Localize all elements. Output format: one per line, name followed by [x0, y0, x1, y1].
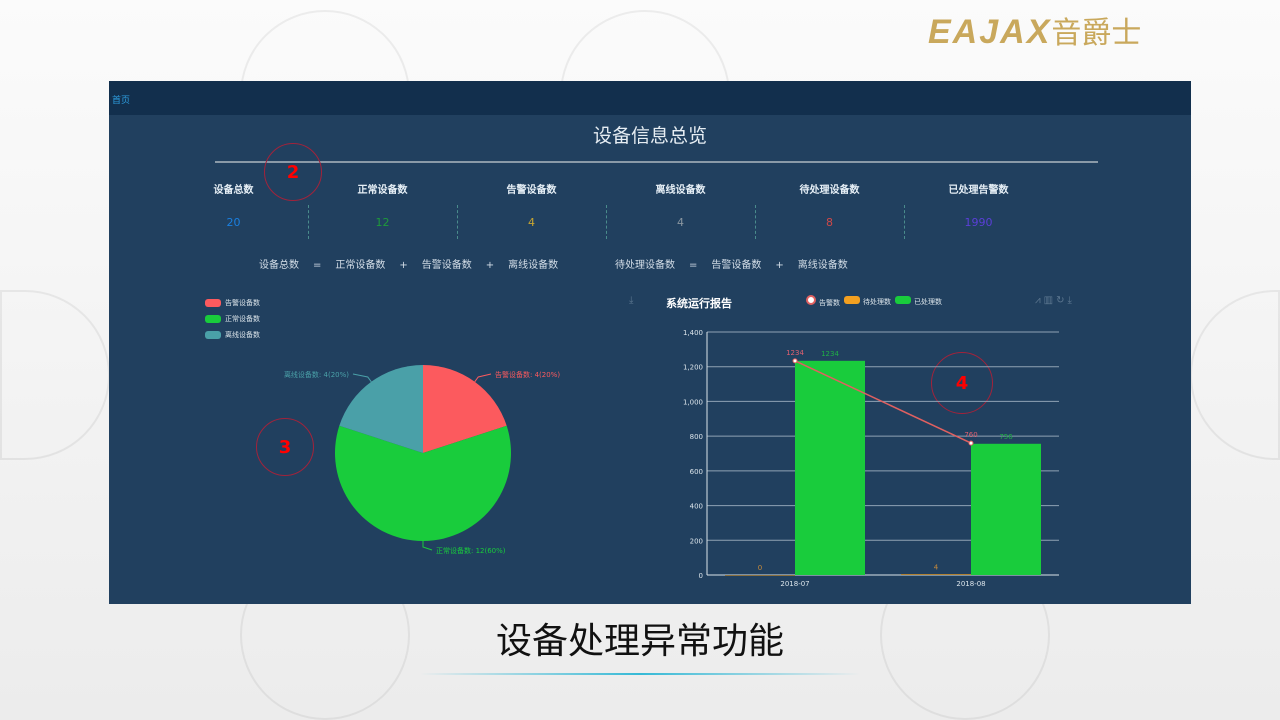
bar-data-label: 756: [999, 433, 1013, 441]
download-icon[interactable]: ⤓: [629, 295, 634, 306]
bar-processed: [795, 360, 865, 575]
formula-term: 告警设备数: [421, 260, 472, 271]
caption-underline: [420, 673, 860, 675]
chart-title: 系统运行报告: [666, 297, 732, 310]
annotation-marker-4: 4: [931, 352, 993, 414]
bar-pending: [725, 575, 795, 576]
formula-term: 待处理设备数: [615, 260, 675, 271]
line-chart-icon[interactable]: ⩘: [1035, 295, 1044, 306]
legend-item[interactable]: 已处理数: [895, 296, 942, 307]
bar-data-label: 1234: [821, 350, 839, 358]
charts-canvas: 告警设备数: 4(20%) 正常设备数: 12(60%) 离线设备数: 4(20%)…: [284, 329, 1059, 588]
line-data-label: 760: [964, 431, 977, 439]
chart-toolbox: ⩘▥↻⤓: [1035, 295, 1075, 306]
dashboard-screenshot: 首页 设备信息总览 设备总数 20 正常设备数 12 告警设备数 4 离线设备数 4 待处理设备…: [109, 81, 1191, 604]
watermark-circle: [1190, 290, 1280, 460]
stat-label: 设备总数: [213, 185, 254, 196]
formula-term: 离线设备数: [797, 260, 848, 271]
pie-label: 正常设备数: 12(60%): [436, 546, 506, 555]
stat-separator: [606, 205, 607, 239]
breadcrumb-home[interactable]: 首页: [112, 96, 131, 106]
formula-term: 正常设备数: [335, 260, 386, 271]
stat-card: 离线设备数 4: [606, 181, 755, 229]
legend-item[interactable]: 告警数: [806, 295, 840, 308]
formula-term: +: [399, 260, 408, 271]
formula-total: 设备总数 = 正常设备数 + 告警设备数 + 离线设备数: [259, 256, 572, 271]
x-tick-label: 2018-07: [780, 580, 809, 588]
download-icon[interactable]: ⤓: [1067, 295, 1075, 306]
stat-value: 20: [226, 216, 241, 229]
bar-data-label: 4: [934, 563, 939, 571]
pie-legend: 告警设备数 正常设备数 离线设备数: [205, 295, 260, 343]
formula-pending: 待处理设备数 = 告警设备数 + 离线设备数: [615, 256, 862, 271]
y-tick-label: 1,400: [683, 329, 703, 337]
line-data-label: 1234: [786, 349, 804, 357]
y-tick-label: 600: [690, 468, 703, 476]
pie-label: 离线设备数: 4(20%): [284, 370, 349, 379]
bar-pending: [901, 574, 971, 575]
stat-value: 4: [677, 216, 684, 229]
brand-logo: EAJAX音爵士: [928, 13, 1142, 51]
bar-data-label: 0: [758, 564, 762, 572]
stat-card: 已处理告警数 1990: [904, 181, 1053, 229]
formula-term: 告警设备数: [711, 260, 762, 271]
pie-label: 告警设备数: 4(20%): [495, 370, 560, 379]
stat-value: 8: [826, 216, 833, 229]
top-nav-bar: 首页: [109, 81, 1191, 115]
stat-label: 正常设备数: [357, 185, 408, 196]
formula-term: +: [485, 260, 495, 271]
y-tick-label: 0: [699, 572, 703, 580]
x-tick-label: 2018-08: [956, 580, 985, 588]
y-tick-label: 1,200: [683, 364, 703, 372]
stat-card: 告警设备数 4: [457, 181, 606, 229]
y-tick-label: 800: [690, 433, 703, 441]
y-tick-label: 200: [690, 537, 703, 545]
pie-slice: [339, 365, 423, 453]
stat-separator: [904, 205, 905, 239]
y-tick-label: 400: [690, 503, 703, 511]
stat-card: 待处理设备数 8: [755, 181, 904, 229]
formula-term: +: [775, 260, 784, 271]
stat-separator: [457, 205, 458, 239]
stat-label: 告警设备数: [506, 185, 557, 196]
pie-label-line: [352, 373, 372, 383]
formula-term: =: [313, 260, 322, 271]
bar-legend: 告警数 待处理数 已处理数: [806, 295, 942, 308]
formula-term: 设备总数: [259, 260, 299, 271]
bar-processed: [971, 443, 1041, 575]
pie-label-line: [474, 373, 492, 383]
stat-value: 4: [528, 216, 535, 229]
y-tick-label: 1,000: [683, 398, 703, 406]
formula-term: 离线设备数: [508, 260, 559, 271]
formula-term: =: [689, 260, 698, 271]
stat-card: 正常设备数 12: [308, 181, 457, 229]
annotation-marker-2: 2: [264, 143, 322, 201]
pie-slice: [335, 425, 511, 541]
line-alarms: [794, 360, 972, 444]
stat-value: 1990: [964, 216, 993, 229]
page-title: 设备信息总览: [592, 125, 707, 147]
slide-caption: 设备处理异常功能: [495, 621, 784, 662]
legend-item[interactable]: 离线设备数: [205, 327, 260, 343]
stat-card: 设备总数 20: [159, 181, 308, 229]
refresh-icon[interactable]: ↻: [1056, 295, 1068, 306]
bar-chart-icon[interactable]: ▥: [1043, 295, 1057, 306]
annotation-marker-3: 3: [256, 418, 314, 476]
pie-slice: [423, 365, 507, 453]
line-point: [792, 358, 798, 364]
pie-label-line: [422, 541, 433, 551]
stat-value: 12: [375, 216, 390, 229]
divider: [215, 161, 1098, 163]
stat-label: 离线设备数: [655, 185, 706, 196]
watermark-circle: [0, 290, 110, 460]
stat-label: 已处理告警数: [948, 185, 1009, 196]
legend-item[interactable]: 告警设备数: [205, 295, 260, 311]
line-point: [968, 440, 974, 446]
stat-label: 待处理设备数: [799, 185, 860, 196]
stat-separator: [755, 205, 756, 239]
legend-item[interactable]: 待处理数: [844, 296, 891, 307]
stat-separator: [308, 205, 309, 239]
legend-item[interactable]: 正常设备数: [205, 311, 260, 327]
